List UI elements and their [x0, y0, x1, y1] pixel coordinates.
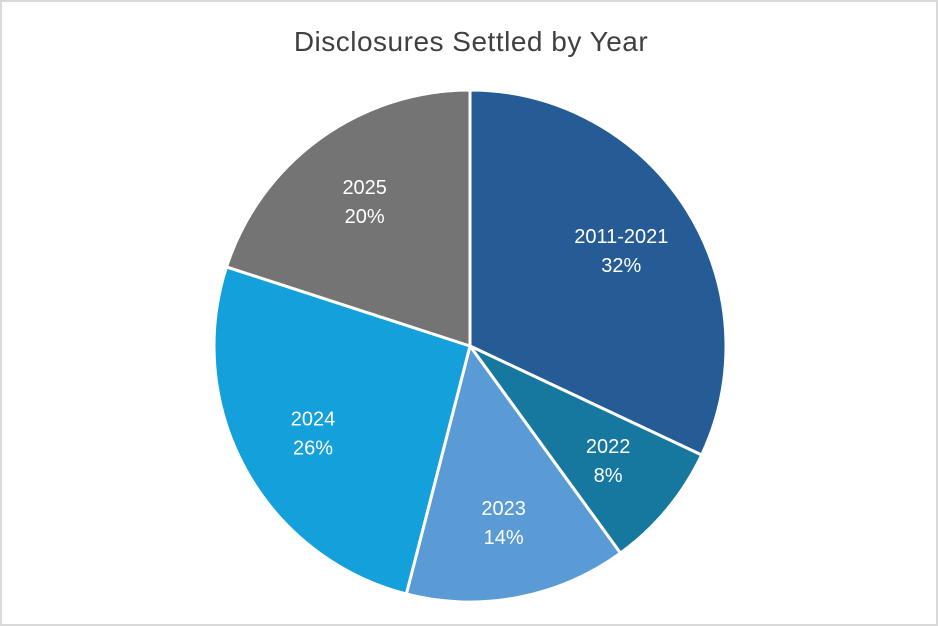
slice-label-2011-2021: 2011-2021 32% — [574, 226, 668, 277]
pie-slice-2022 — [468, 344, 704, 555]
pie-slice-2024 — [212, 265, 472, 596]
slice-label-2024: 2024 26% — [291, 408, 336, 459]
pie-slice-2025 — [225, 88, 472, 348]
pie-slice-2011-2021 — [468, 88, 728, 457]
slice-label-2022: 2022 8% — [586, 436, 631, 487]
slice-label-2025: 2025 20% — [342, 177, 387, 228]
chart-title: Disclosures Settled by Year — [293, 26, 649, 57]
slice-label-2023: 2023 14% — [481, 498, 526, 549]
pie-slice-2023 — [404, 344, 622, 604]
